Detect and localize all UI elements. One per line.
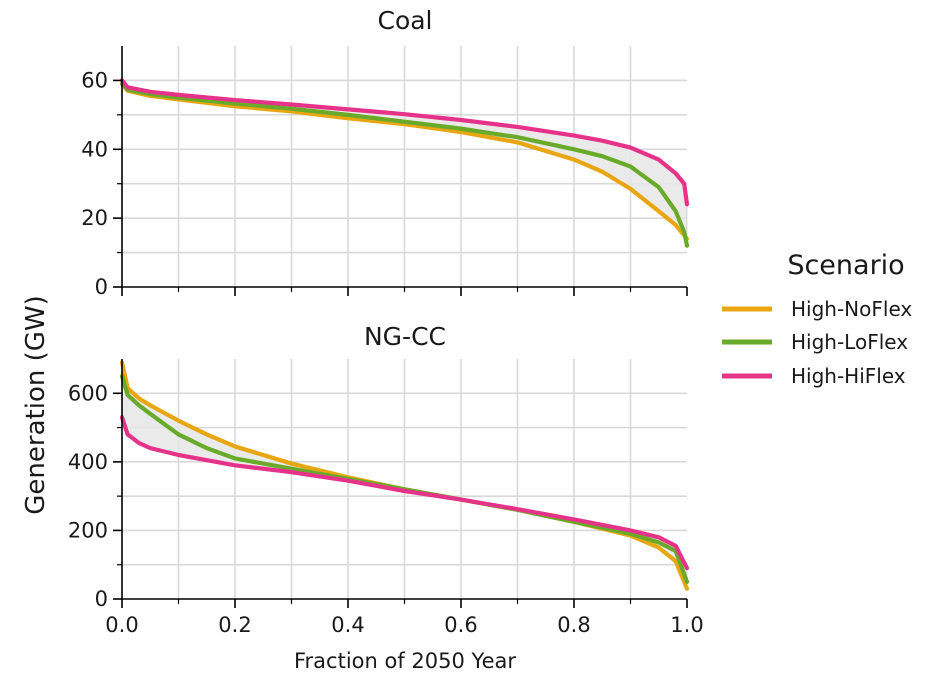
legend-label: High-NoFlex — [791, 297, 912, 321]
legend-label: High-HiFlex — [791, 364, 906, 388]
x-tick-label: 1.0 — [670, 613, 703, 637]
y-tick-label: 600 — [68, 381, 108, 405]
x-axis-label: Fraction of 2050 Year — [294, 649, 516, 673]
x-tick-label: 0.8 — [557, 613, 590, 637]
y-tick-label: 40 — [81, 137, 108, 161]
legend: Scenario High-NoFlex High-LoFlex High-Hi… — [722, 250, 912, 388]
legend-label: High-LoFlex — [791, 330, 908, 354]
y-tick-label: 400 — [68, 450, 108, 474]
legend-item-high-loflex: High-LoFlex — [722, 330, 908, 354]
y-axis-label: Generation (GW) — [21, 295, 51, 514]
coal-panel-title: Coal — [377, 6, 432, 35]
coal-panel: Coal 0 20 40 60 — [81, 6, 690, 299]
y-tick-label: 0 — [95, 587, 108, 611]
legend-item-high-noflex: High-NoFlex — [722, 297, 912, 321]
x-tick-label: 0.4 — [331, 613, 364, 637]
series-line-high-hiflex — [119, 415, 690, 571]
series-line-high-hiflex — [119, 78, 690, 207]
x-tick-label: 0.6 — [444, 613, 477, 637]
legend-item-high-hiflex: High-HiFlex — [722, 364, 906, 388]
x-tick-label: 0.0 — [105, 613, 138, 637]
grid — [122, 359, 687, 599]
y-tick-label: 0 — [95, 275, 108, 299]
y-tick-label: 20 — [81, 206, 108, 230]
x-tick-label: 0.2 — [218, 613, 251, 637]
ngcc-panel-title: NG-CC — [364, 322, 446, 351]
y-tick-label: 200 — [68, 518, 108, 542]
ngcc-panel: NG-CC 0 200 400 600 0.0 0.2 0.4 0.6 0.8 1.0 — [68, 322, 704, 637]
y-tick-label: 60 — [81, 68, 108, 92]
legend-title: Scenario — [787, 250, 904, 281]
series-line-high-loflex — [119, 81, 690, 248]
